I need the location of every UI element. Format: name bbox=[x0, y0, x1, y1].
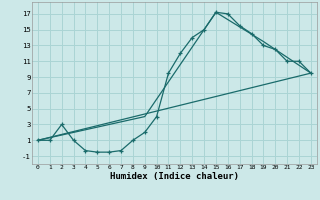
X-axis label: Humidex (Indice chaleur): Humidex (Indice chaleur) bbox=[110, 172, 239, 181]
